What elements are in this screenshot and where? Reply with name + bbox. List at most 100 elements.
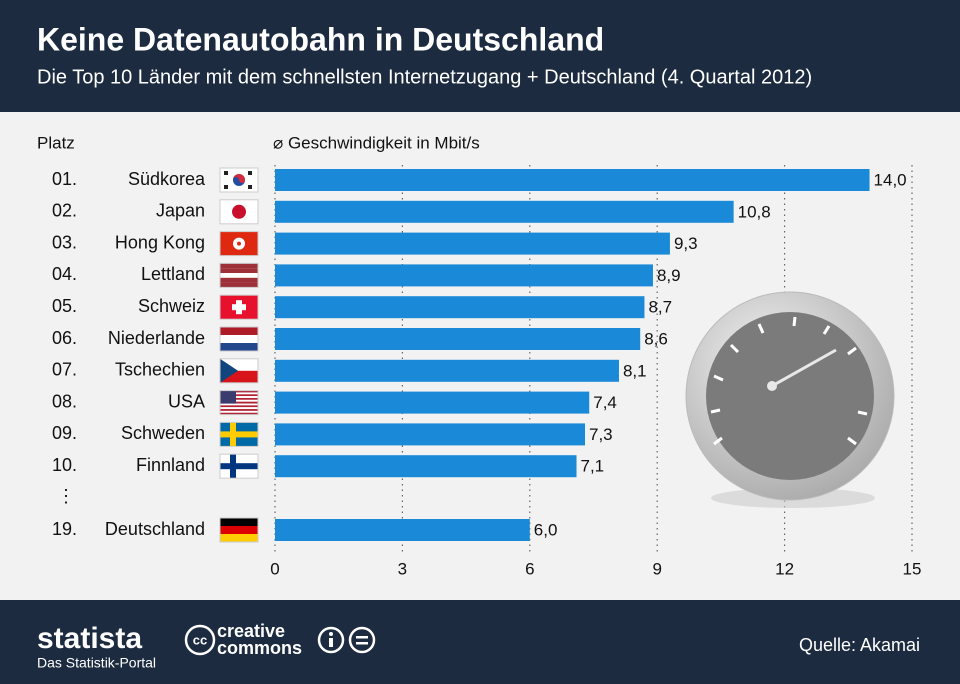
tagline: Das Statistik-Portal <box>37 655 156 671</box>
bar <box>275 169 870 191</box>
flag <box>219 453 259 479</box>
category-label: Südkorea <box>128 169 206 189</box>
flag-border <box>219 199 259 225</box>
rank-label: 19. <box>52 519 77 539</box>
x-tick-label: 0 <box>270 559 279 578</box>
flag-part <box>220 390 236 404</box>
flag-part <box>220 390 258 393</box>
flag <box>219 167 259 193</box>
flag-border <box>219 167 259 193</box>
flag-part <box>220 277 258 283</box>
value-label: 8,1 <box>623 361 647 380</box>
flag-part <box>220 394 258 397</box>
x-tick-label: 9 <box>652 559 661 578</box>
category-label: Japan <box>156 201 205 221</box>
flag-border <box>219 517 259 543</box>
rank-label: 09. <box>52 423 77 443</box>
title: Keine Datenautobahn in Deutschland <box>37 21 604 57</box>
bar <box>275 359 619 382</box>
value-label: 8,9 <box>657 266 681 285</box>
cc-logo: cc <box>193 632 207 647</box>
flag-part <box>220 399 258 402</box>
flag-part <box>220 410 258 413</box>
bar <box>275 264 653 287</box>
flag <box>219 517 259 543</box>
source: Quelle: Akamai <box>799 635 920 655</box>
flag-border <box>219 390 259 416</box>
flag <box>219 262 259 288</box>
nd-icon <box>356 642 368 645</box>
value-label: 14,0 <box>874 170 907 189</box>
speedometer <box>685 291 895 508</box>
bar <box>275 296 645 319</box>
flag <box>219 199 259 225</box>
value-label: 7,4 <box>593 393 617 412</box>
flag-border <box>219 262 259 288</box>
bar <box>275 455 577 478</box>
license-line: commons <box>217 638 302 658</box>
flag-border <box>219 294 259 320</box>
rank-label: 01. <box>52 169 77 189</box>
flag-part <box>220 335 258 343</box>
flag-part <box>237 241 241 246</box>
flag-part <box>220 273 258 278</box>
flag-part <box>224 171 228 175</box>
brand: statista <box>37 622 142 655</box>
flag <box>219 421 259 447</box>
license-line: creative <box>217 621 285 641</box>
flag-part <box>220 358 238 383</box>
flag-part <box>220 396 258 398</box>
flag-border <box>219 421 259 447</box>
flag-part <box>248 185 252 189</box>
flag-border <box>219 453 259 479</box>
bar <box>275 328 641 350</box>
value-label: 7,3 <box>589 425 613 444</box>
rank-label: 02. <box>52 201 77 221</box>
flag-part <box>220 463 258 470</box>
category-label: Niederlande <box>108 328 205 348</box>
value-label: 7,1 <box>581 457 605 476</box>
flag-part <box>220 401 258 404</box>
flag-part <box>220 403 258 406</box>
axis-label: ⌀ Geschwindigkeit in Mbit/s <box>273 133 480 152</box>
bar <box>275 423 586 446</box>
category-label: Tschechien <box>115 360 205 380</box>
flag-part <box>232 204 246 219</box>
flag-border <box>219 326 259 352</box>
x-tick-label: 3 <box>398 559 407 578</box>
x-tick-label: 12 <box>775 559 794 578</box>
category-label: Schweiz <box>138 296 205 316</box>
flag <box>219 326 259 352</box>
rank-label: 03. <box>52 232 77 252</box>
rank-header: Platz <box>37 133 75 152</box>
flag <box>219 294 259 320</box>
category-label: Schweden <box>121 423 205 443</box>
flag <box>219 231 259 257</box>
subtitle: Die Top 10 Länder mit dem schnellsten In… <box>37 66 812 88</box>
flag-part <box>220 405 258 408</box>
flag-part <box>224 185 228 189</box>
bar <box>275 232 670 255</box>
flag-part <box>220 397 258 400</box>
flag-part <box>232 304 246 311</box>
value-label: 6,0 <box>534 520 558 539</box>
nd-icon <box>348 626 376 654</box>
flag-part <box>220 526 258 534</box>
value-label: 10,8 <box>738 202 771 221</box>
flag-border <box>219 231 259 257</box>
rank-label: 07. <box>52 360 77 380</box>
flag <box>219 358 259 384</box>
x-tick-label: 6 <box>525 559 534 578</box>
flag-part <box>220 518 258 526</box>
category-label: Hong Kong <box>115 232 205 252</box>
nd-icon <box>356 636 368 639</box>
flag-part <box>220 327 258 335</box>
flag-part <box>220 282 258 288</box>
category-label: USA <box>168 391 205 411</box>
value-label: 8,7 <box>648 298 672 317</box>
rank-label: 05. <box>52 296 77 316</box>
flag-part <box>220 534 258 542</box>
flag-part <box>220 431 258 438</box>
separator: ⋮ <box>57 486 75 506</box>
